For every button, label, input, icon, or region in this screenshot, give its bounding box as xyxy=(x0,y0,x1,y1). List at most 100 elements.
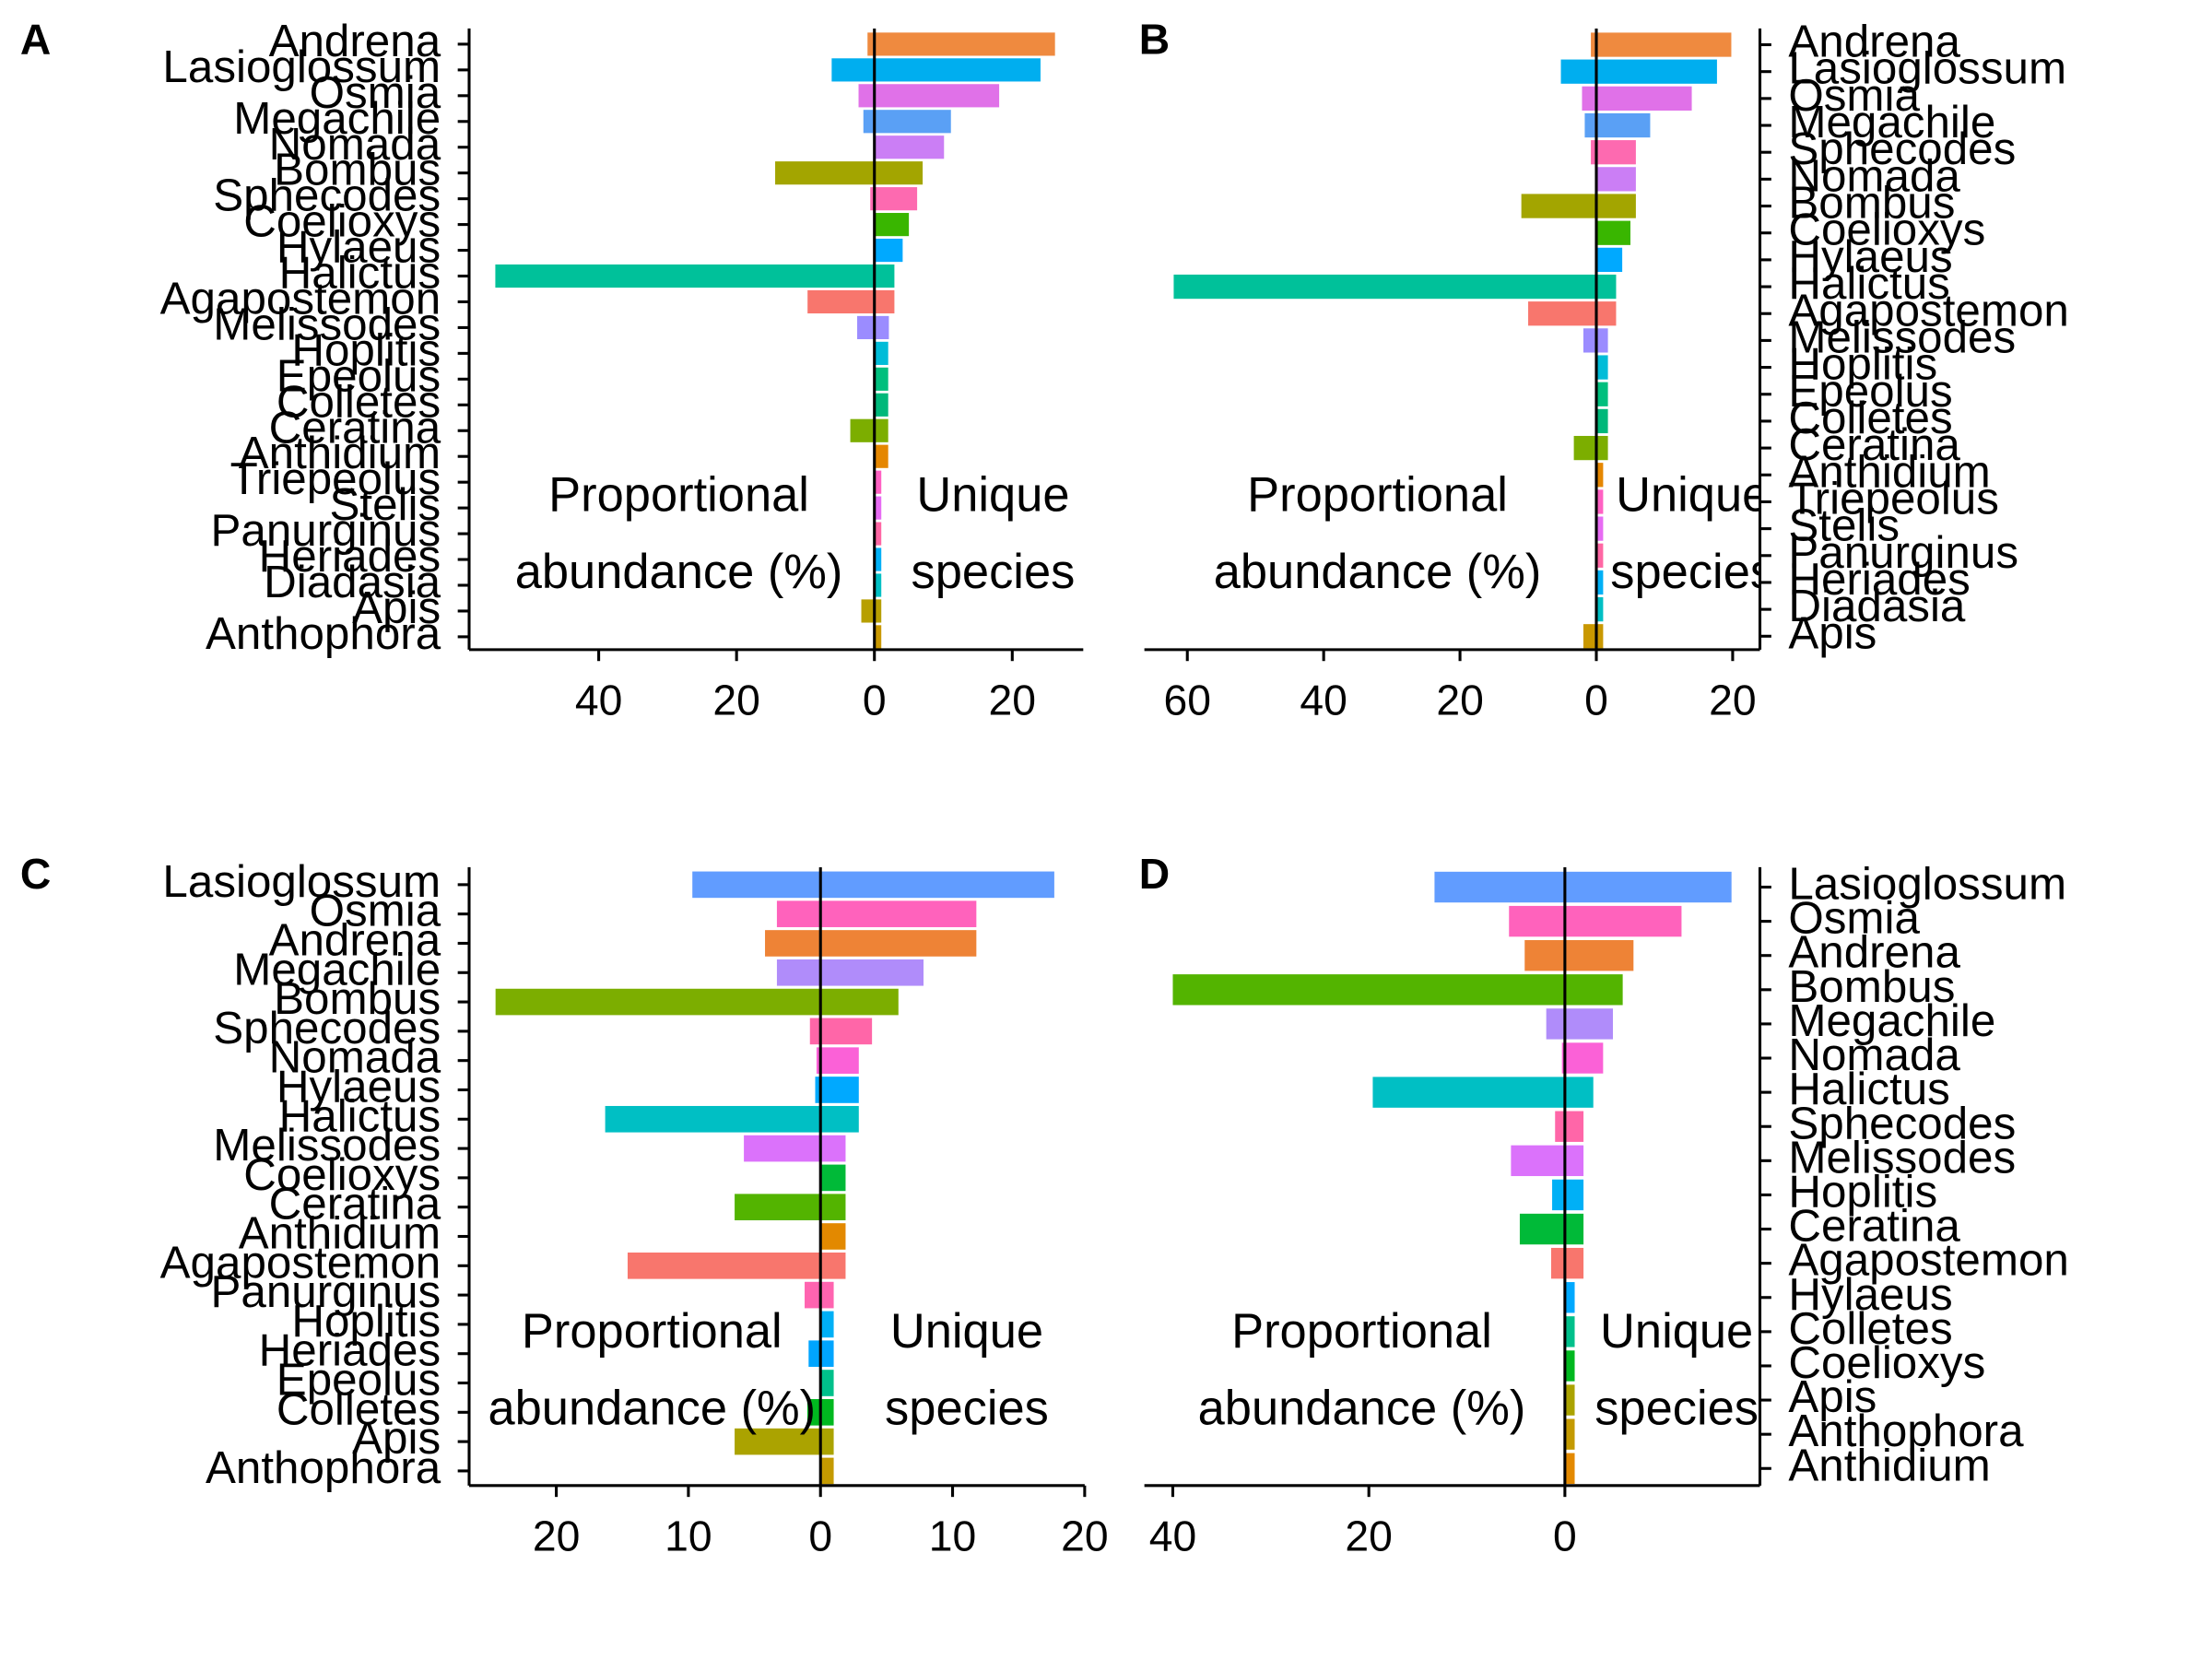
plot-area: Proportional abundance (%) Unique species xyxy=(1173,28,1774,650)
category-label: Melissodes xyxy=(213,299,441,349)
unique-species-bar xyxy=(1564,1145,1584,1177)
abundance-bar xyxy=(858,84,875,108)
abundance-bar xyxy=(1509,905,1565,937)
unique-species-bar xyxy=(874,264,895,288)
abundance-bar xyxy=(870,187,875,211)
category-label: Lasioglossum xyxy=(162,856,441,907)
unique-species-bar xyxy=(1596,382,1608,406)
x-tick-label: 0 xyxy=(863,677,887,724)
category-label: Epeolus xyxy=(276,350,441,401)
unique-species-bar xyxy=(1596,516,1604,541)
abundance-bar xyxy=(744,1135,821,1162)
category-label: Halictus xyxy=(279,1090,441,1141)
category-label: Andrena xyxy=(269,914,441,965)
x-tick-label: 20 xyxy=(1061,1512,1108,1560)
category-label: Bombus xyxy=(1788,178,1955,229)
category-label: Andrena xyxy=(1788,17,1960,67)
abundance-bar xyxy=(605,1105,821,1133)
category-label: Heriades xyxy=(259,531,441,582)
annotation: Unique xyxy=(916,468,1069,522)
annotation: species xyxy=(1594,1382,1759,1436)
plot-area: Proportional abundance (%) Unique species xyxy=(495,28,1076,650)
x-tick-label: 20 xyxy=(1345,1512,1392,1560)
unique-species-bar xyxy=(1564,1453,1575,1484)
abundance-bar xyxy=(808,1340,821,1368)
unique-species-bar xyxy=(820,930,977,957)
abundance-bar xyxy=(1372,1077,1565,1108)
abundance-bar xyxy=(1519,1213,1565,1245)
category-label: Colletes xyxy=(276,1383,441,1434)
category-label: Melissodes xyxy=(1788,1132,2016,1182)
abundance-bar xyxy=(765,930,821,957)
x-tick-label: 0 xyxy=(1553,1512,1577,1560)
unique-species-bar xyxy=(820,959,924,986)
unique-species-bar xyxy=(1596,408,1608,434)
unique-species-bar xyxy=(1564,1247,1584,1279)
unique-species-bar xyxy=(820,1340,834,1368)
unique-species-bar xyxy=(874,341,888,365)
unique-species-bar xyxy=(820,1311,834,1338)
category-label: Triepeolus xyxy=(1788,473,1999,524)
category-label: Nomada xyxy=(269,119,441,170)
category-label: Panurginus xyxy=(211,505,441,556)
category-label: Agapostemon xyxy=(160,1237,441,1288)
category-label: Sphecodes xyxy=(1788,1098,2016,1148)
unique-species-bar xyxy=(874,110,951,134)
category-label: Lasioglossum xyxy=(1788,43,2066,94)
x-tick-label: 60 xyxy=(1164,677,1211,724)
category-label: Osmia xyxy=(1788,893,1920,944)
abundance-bar xyxy=(1582,86,1597,111)
category-label: Osmia xyxy=(310,67,441,118)
category-label: Melissodes xyxy=(213,1120,441,1171)
unique-species-bar xyxy=(874,213,910,237)
unique-species-bar xyxy=(1564,1316,1575,1347)
category-label: Melissodes xyxy=(1788,312,2016,362)
unique-species-bar xyxy=(1596,435,1608,461)
category-label: Hoplitis xyxy=(291,324,441,375)
abundance-bar xyxy=(1552,1179,1565,1211)
unique-species-bar xyxy=(1564,974,1623,1006)
unique-species-bar xyxy=(820,1281,834,1309)
unique-species-bar xyxy=(820,1252,846,1279)
abundance-bar xyxy=(861,599,875,623)
category-label: Hoplitis xyxy=(1788,1166,1937,1217)
annotation: species xyxy=(1610,546,1774,599)
category-label: Megachile xyxy=(1788,995,1995,1046)
category-label: Ceratina xyxy=(269,402,441,453)
category-label: Coelioxys xyxy=(243,1149,441,1200)
panel-label: B xyxy=(1139,15,1170,63)
plot-area: Proportional abundance (%) Unique species xyxy=(1172,866,1759,1486)
unique-species-bar xyxy=(874,547,882,571)
category-label: Epeolus xyxy=(1788,366,1952,417)
category-label: Stelis xyxy=(329,479,441,530)
category-label: Bombus xyxy=(274,145,441,195)
category-label: Diadasia xyxy=(1788,581,1966,631)
unique-species-bar xyxy=(1596,194,1636,218)
panel-label: D xyxy=(1139,850,1170,898)
abundance-bar xyxy=(1555,1111,1565,1142)
annotation: species xyxy=(912,546,1076,599)
category-label: Bombus xyxy=(1788,961,1955,1012)
unique-species-bar xyxy=(874,84,1000,108)
annotation: Proportional xyxy=(1231,1305,1492,1359)
x-tick-label: 0 xyxy=(1584,677,1608,724)
unique-species-bar xyxy=(1596,274,1617,300)
unique-species-bar xyxy=(874,58,1041,82)
category-label: Apis xyxy=(352,1413,441,1464)
category-label: Hoplitis xyxy=(1788,339,1937,390)
annotation: Proportional xyxy=(1247,468,1508,522)
abundance-bar xyxy=(735,1428,821,1455)
unique-species-bar xyxy=(874,315,889,340)
unique-species-bar xyxy=(1596,167,1636,192)
abundance-bar xyxy=(1583,328,1597,353)
x-tick-label: 10 xyxy=(929,1512,976,1560)
abundance-bar xyxy=(776,959,821,986)
category-label: Lasioglossum xyxy=(1788,859,2066,910)
abundance-bar xyxy=(1173,274,1597,300)
unique-species-bar xyxy=(874,161,924,185)
annotation: abundance (%) xyxy=(1214,546,1542,599)
abundance-bar xyxy=(495,264,875,288)
x-tick-label: 20 xyxy=(1436,677,1483,724)
abundance-bar xyxy=(807,289,875,314)
